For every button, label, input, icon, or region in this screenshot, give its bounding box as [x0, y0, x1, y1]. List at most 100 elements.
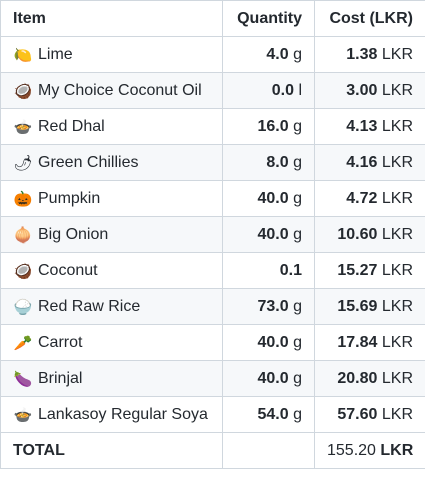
item-cell: 🍲 Lankasoy Regular Soya [0, 396, 223, 433]
quantity-value: 0.0 [271, 81, 294, 99]
cost-value: 10.60 [337, 225, 378, 243]
quantity-cell: 16.0 g [222, 108, 315, 145]
cost-cell: 1.38 LKR [314, 36, 425, 73]
pot-of-food-icon: 🍲 [13, 117, 33, 136]
quantity-cell: 40.0 g [222, 180, 315, 217]
table-row: 🥥 Coconut 0.1 15.27 LKR [0, 252, 425, 289]
item-name: Red Raw Rice [38, 297, 141, 315]
cost-unit: LKR [381, 81, 413, 99]
table-row: 🍋 Lime 4.0 g 1.38 LKR [0, 36, 425, 73]
item-cell: 🥕 Carrot [0, 324, 223, 361]
cost-value: 57.60 [337, 405, 378, 423]
total-cost-unit: LKR [380, 441, 414, 459]
quantity-cell: 4.0 g [222, 36, 315, 73]
quantity-cell: 8.0 g [222, 144, 315, 181]
item-cell: 🥥 My Choice Coconut Oil [0, 72, 223, 109]
cost-cell: 3.00 LKR [314, 72, 425, 109]
quantity-value: 54.0 [257, 405, 289, 423]
quantity-value: 16.0 [257, 117, 289, 135]
item-name: Brinjal [38, 369, 83, 387]
quantity-unit: g [293, 333, 302, 351]
item-name: Pumpkin [38, 189, 101, 207]
item-name: Big Onion [38, 225, 109, 243]
quantity-cell: 40.0 g [222, 360, 315, 397]
ingredient-cost-table: Item Quantity Cost (LKR) 🍋 Lime 4.0 g 1.38 … [0, 0, 425, 469]
table-row: 🍲 Lankasoy Regular Soya 54.0 g 57.60 LKR [0, 396, 425, 433]
cost-cell: 17.84 LKR [314, 324, 425, 361]
table-body: 🍋 Lime 4.0 g 1.38 LKR 🥥 My Choice Coconut Oil… [0, 36, 425, 433]
cost-cell: 10.60 LKR [314, 216, 425, 253]
quantity-unit: g [293, 189, 302, 207]
table-row: 🥕 Carrot 40.0 g 17.84 LKR [0, 324, 425, 361]
item-cell: 🧅 Big Onion [0, 216, 223, 253]
coconut-icon: 🥥 [13, 261, 33, 280]
total-label: TOTAL [0, 432, 223, 469]
quantity-unit: g [293, 45, 302, 63]
quantity-cell: 0.0 l [222, 72, 315, 109]
cost-cell: 20.80 LKR [314, 360, 425, 397]
table-row: 🍆 Brinjal 40.0 g 20.80 LKR [0, 360, 425, 397]
quantity-cell: 0.1 [222, 252, 315, 289]
table-row: 🍲 Red Dhal 16.0 g 4.13 LKR [0, 108, 425, 145]
cost-value: 3.00 [346, 81, 378, 99]
item-cell: 🍚 Red Raw Rice [0, 288, 223, 325]
item-cell: 🥥 Coconut [0, 252, 223, 289]
table-row: 🧅 Big Onion 40.0 g 10.60 LKR [0, 216, 425, 253]
quantity-cell: 40.0 g [222, 216, 315, 253]
quantity-value: 4.0 [266, 45, 289, 63]
cost-cell: 15.27 LKR [314, 252, 425, 289]
table-row: 🎃 Pumpkin 40.0 g 4.72 LKR [0, 180, 425, 217]
item-name: My Choice Coconut Oil [38, 81, 202, 99]
cost-value: 4.13 [346, 117, 378, 135]
item-cell: 🎃 Pumpkin [0, 180, 223, 217]
cost-cell: 15.69 LKR [314, 288, 425, 325]
lemon-icon: 🍋 [13, 45, 33, 64]
cost-cell: 57.60 LKR [314, 396, 425, 433]
total-cost-value: 155.20 [327, 441, 376, 459]
quantity-value: 8.0 [266, 153, 289, 171]
quantity-unit: g [293, 369, 302, 387]
chili-pepper-icon: 🌶 [13, 153, 33, 172]
cost-unit: LKR [381, 153, 413, 171]
header-row: Item Quantity Cost (LKR) [0, 0, 425, 37]
header-quantity: Quantity [222, 0, 315, 37]
quantity-value: 40.0 [257, 225, 289, 243]
cost-value: 15.27 [337, 261, 378, 279]
cost-unit: LKR [381, 369, 413, 387]
cost-value: 20.80 [337, 369, 378, 387]
quantity-cell: 54.0 g [222, 396, 315, 433]
item-name: Green Chillies [38, 153, 139, 171]
quantity-unit: g [293, 297, 302, 315]
cost-unit: LKR [381, 189, 413, 207]
cost-unit: LKR [381, 225, 413, 243]
cost-cell: 4.13 LKR [314, 108, 425, 145]
pumpkin-icon: 🎃 [13, 189, 33, 208]
cost-value: 4.16 [346, 153, 378, 171]
header-item: Item [0, 0, 223, 37]
quantity-unit: g [293, 225, 302, 243]
onion-icon: 🧅 [13, 225, 33, 244]
item-name: Coconut [38, 261, 98, 279]
cost-unit: LKR [381, 405, 413, 423]
item-cell: 🌶 Green Chillies [0, 144, 223, 181]
cost-value: 15.69 [337, 297, 378, 315]
quantity-value: 0.1 [279, 261, 302, 279]
header-cost: Cost (LKR) [314, 0, 425, 37]
quantity-unit: l [298, 81, 302, 99]
quantity-value: 40.0 [257, 189, 289, 207]
table-row: 🍚 Red Raw Rice 73.0 g 15.69 LKR [0, 288, 425, 325]
cost-value: 1.38 [346, 45, 378, 63]
eggplant-icon: 🍆 [13, 369, 33, 388]
item-cell: 🍋 Lime [0, 36, 223, 73]
item-cell: 🍲 Red Dhal [0, 108, 223, 145]
cost-unit: LKR [381, 333, 413, 351]
cost-cell: 4.16 LKR [314, 144, 425, 181]
quantity-unit: g [293, 117, 302, 135]
cost-unit: LKR [381, 117, 413, 135]
cost-value: 17.84 [337, 333, 378, 351]
cost-cell: 4.72 LKR [314, 180, 425, 217]
item-name: Lime [38, 45, 73, 63]
coconut-icon: 🥥 [13, 81, 33, 100]
quantity-value: 40.0 [257, 369, 289, 387]
cost-value: 4.72 [346, 189, 378, 207]
